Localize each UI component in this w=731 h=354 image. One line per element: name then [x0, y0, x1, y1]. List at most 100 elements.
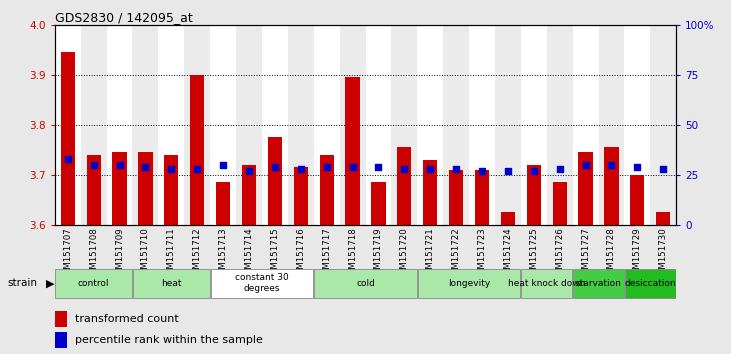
Bar — [184, 25, 210, 225]
Bar — [340, 25, 366, 225]
Bar — [656, 212, 670, 225]
Text: heat knock down: heat knock down — [508, 279, 586, 288]
Point — [88, 162, 99, 167]
Point — [269, 164, 281, 170]
Text: GSM151716: GSM151716 — [296, 227, 306, 280]
Bar — [132, 25, 159, 225]
Point — [192, 166, 203, 172]
Text: heat: heat — [161, 279, 181, 288]
Bar — [216, 182, 230, 225]
Bar — [547, 25, 572, 225]
Bar — [599, 25, 624, 225]
Bar — [236, 25, 262, 225]
Text: GDS2830 / 142095_at: GDS2830 / 142095_at — [55, 11, 192, 24]
Text: ▶: ▶ — [46, 278, 55, 288]
Point — [243, 168, 255, 173]
Bar — [397, 147, 412, 225]
Bar — [630, 175, 645, 225]
Text: GSM151711: GSM151711 — [167, 227, 176, 280]
Bar — [651, 25, 676, 225]
Text: GSM151709: GSM151709 — [115, 227, 124, 280]
Bar — [55, 332, 67, 348]
Point — [165, 166, 177, 172]
Text: longevity: longevity — [448, 279, 491, 288]
Bar — [190, 75, 205, 225]
Text: GSM151728: GSM151728 — [607, 227, 616, 280]
Bar — [443, 25, 469, 225]
Bar — [391, 25, 417, 225]
Bar — [138, 152, 153, 225]
Bar — [113, 152, 126, 225]
Text: GSM151727: GSM151727 — [581, 227, 590, 280]
Bar — [294, 167, 308, 225]
Text: transformed count: transformed count — [75, 314, 178, 324]
Bar — [242, 165, 256, 225]
Text: GSM151708: GSM151708 — [89, 227, 98, 280]
FancyBboxPatch shape — [573, 269, 624, 298]
Point — [425, 166, 436, 172]
Bar — [553, 182, 567, 225]
Point — [502, 168, 514, 173]
Text: GSM151718: GSM151718 — [348, 227, 357, 280]
Point — [140, 164, 151, 170]
Text: cold: cold — [356, 279, 375, 288]
Bar — [164, 155, 178, 225]
Bar — [268, 137, 282, 225]
Text: GSM151720: GSM151720 — [400, 227, 409, 280]
Point — [114, 162, 126, 167]
Text: GSM151714: GSM151714 — [244, 227, 254, 280]
Bar — [475, 170, 489, 225]
FancyBboxPatch shape — [418, 269, 520, 298]
Bar — [371, 182, 385, 225]
Text: GSM151715: GSM151715 — [270, 227, 279, 280]
Bar — [80, 25, 107, 225]
Text: GSM151729: GSM151729 — [633, 227, 642, 280]
FancyBboxPatch shape — [521, 269, 572, 298]
Bar — [288, 25, 314, 225]
Text: GSM151726: GSM151726 — [555, 227, 564, 280]
Text: GSM151722: GSM151722 — [452, 227, 461, 280]
Bar — [423, 160, 437, 225]
Point — [580, 162, 591, 167]
Bar — [346, 77, 360, 225]
Bar — [61, 52, 75, 225]
Point — [476, 168, 488, 173]
Text: strain: strain — [7, 278, 37, 288]
Point — [217, 162, 229, 167]
Text: GSM151717: GSM151717 — [322, 227, 331, 280]
FancyBboxPatch shape — [56, 269, 132, 298]
Text: GSM151713: GSM151713 — [219, 227, 227, 280]
Text: GSM151730: GSM151730 — [659, 227, 667, 280]
Bar — [319, 155, 334, 225]
Bar — [495, 25, 520, 225]
Text: GSM151725: GSM151725 — [529, 227, 538, 280]
Bar — [526, 165, 541, 225]
Text: control: control — [78, 279, 110, 288]
FancyBboxPatch shape — [314, 269, 417, 298]
Point — [528, 168, 539, 173]
Point — [295, 166, 306, 172]
Text: desiccation: desiccation — [624, 279, 676, 288]
Point — [62, 156, 74, 162]
Text: GSM151707: GSM151707 — [64, 227, 72, 280]
Bar — [605, 147, 618, 225]
Bar — [501, 212, 515, 225]
Text: GSM151719: GSM151719 — [374, 227, 383, 280]
FancyBboxPatch shape — [133, 269, 210, 298]
Point — [632, 164, 643, 170]
Bar — [578, 152, 593, 225]
Point — [346, 164, 358, 170]
Point — [373, 164, 385, 170]
Point — [554, 166, 566, 172]
Bar — [449, 170, 463, 225]
Text: GSM151723: GSM151723 — [477, 227, 487, 280]
Text: GSM151710: GSM151710 — [141, 227, 150, 280]
Point — [398, 166, 410, 172]
Text: GSM151724: GSM151724 — [504, 227, 512, 280]
Text: constant 30
degrees: constant 30 degrees — [235, 274, 289, 293]
Text: percentile rank within the sample: percentile rank within the sample — [75, 335, 262, 345]
Point — [657, 166, 669, 172]
Text: GSM151721: GSM151721 — [425, 227, 435, 280]
Text: starvation: starvation — [575, 279, 621, 288]
Point — [605, 162, 617, 167]
